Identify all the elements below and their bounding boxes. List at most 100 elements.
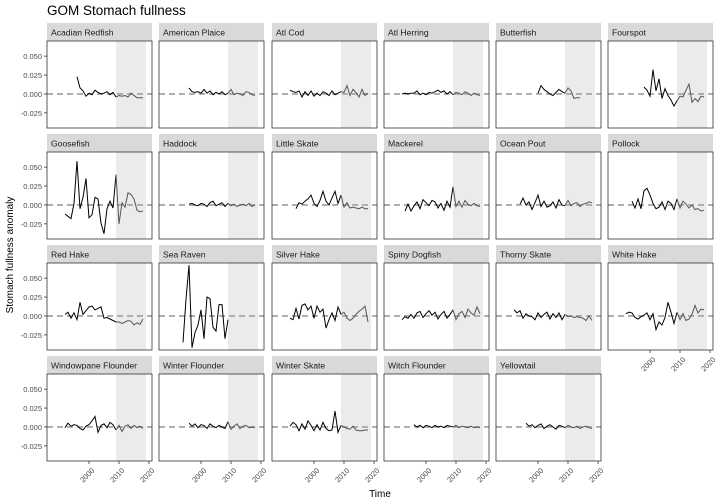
panel-title: Winter Flounder — [163, 361, 224, 371]
y-tick-label: 0.050 — [23, 385, 42, 394]
panel-border — [46, 40, 153, 129]
panel-ocean-pout: Ocean Pout — [495, 134, 602, 240]
x-tick-label: 2020 — [138, 466, 156, 484]
panel-title: Haddock — [163, 139, 198, 149]
panels-layer: Acadian Redfish -0.025 0.000 0.025 0.050 Amer… — [21, 23, 717, 484]
x-tick-label: 2010 — [445, 466, 463, 484]
x-tick-label: 2000 — [303, 466, 321, 484]
series-line-recent-american-plaice — [227, 88, 256, 97]
panel-strip — [384, 245, 489, 263]
recent-period-shade — [565, 41, 595, 128]
panel-yellowtail: Yellowtail 2000 2010 2020 — [495, 356, 605, 484]
recent-period-shade — [453, 263, 483, 350]
panel-strip — [272, 23, 377, 41]
series-line-recent-pollock — [676, 198, 705, 212]
recent-period-shade — [228, 41, 258, 128]
panel-winter-skate: Winter Skate 2000 2010 2020 — [271, 356, 381, 484]
panel-strip — [608, 245, 713, 263]
panel-title: Little Skate — [276, 139, 319, 149]
series-line-recent-mackerel — [452, 186, 481, 209]
panel-title: Acadian Redfish — [51, 28, 114, 38]
y-tick-label: 0.025 — [23, 71, 42, 80]
series-line-recent-goosefish — [115, 174, 144, 224]
series-line-red-hake — [64, 302, 117, 323]
panel-witch-flounder: Witch Flounder 2000 2010 2020 — [383, 356, 493, 484]
recent-period-shade — [453, 374, 483, 461]
series-line-recent-witch-flounder — [452, 424, 481, 429]
panel-title: Thorny Skate — [500, 250, 551, 260]
recent-period-shade — [677, 152, 707, 239]
recent-period-shade — [228, 152, 258, 239]
panel-atl-herring: Atl Herring — [383, 23, 490, 129]
panel-title: Winter Skate — [276, 361, 325, 371]
panel-mackerel: Mackerel — [383, 134, 490, 240]
recent-period-shade — [228, 374, 258, 461]
panel-acadian-redfish: Acadian Redfish -0.025 0.000 0.025 0.050 — [21, 23, 153, 129]
panel-title: Atl Cod — [276, 28, 304, 38]
panel-border — [607, 40, 714, 129]
panel-border — [495, 373, 602, 462]
series-line-recent-atl-herring — [452, 91, 481, 97]
series-line-yellowtail — [525, 422, 566, 430]
y-tick-label: 0.000 — [23, 90, 42, 99]
x-tick-label: 2020 — [587, 466, 605, 484]
x-tick-label: 2000 — [78, 466, 96, 484]
y-tick-label: 0.025 — [23, 293, 42, 302]
recent-period-shade — [565, 152, 595, 239]
y-tick-label: -0.025 — [21, 220, 42, 229]
series-line-recent-winter-flounder — [227, 421, 256, 431]
panel-fourspot: Fourspot — [607, 23, 714, 129]
series-line-pollock — [631, 187, 678, 211]
panel-strip — [384, 23, 489, 41]
series-line-sea-raven — [182, 265, 229, 348]
series-line-recent-winter-skate — [340, 424, 368, 432]
x-tick-label: 2020 — [699, 355, 717, 373]
panel-spiny-dogfish: Spiny Dogfish — [383, 245, 490, 351]
panel-title: Witch Flounder — [388, 361, 446, 371]
recent-period-shade — [116, 263, 146, 350]
panel-border — [271, 262, 378, 351]
series-line-recent-butterfish — [564, 87, 580, 100]
panel-sea-raven: Sea Raven — [158, 245, 265, 351]
panel-red-hake: Red Hake -0.025 0.000 0.025 0.050 — [21, 245, 153, 351]
panel-windowpane-flounder: Windowpane Flounder -0.025 0.000 0.025 0.050… — [21, 356, 156, 484]
recent-period-shade — [453, 152, 483, 239]
panel-strip — [496, 356, 601, 374]
x-tick-label: 2010 — [333, 466, 351, 484]
recent-period-shade — [341, 152, 371, 239]
series-line-butterfish — [537, 84, 566, 97]
panel-strip — [272, 134, 377, 152]
series-line-recent-acadian-redfish — [115, 92, 143, 99]
panel-title: Spiny Dogfish — [388, 250, 441, 260]
panel-title: White Hake — [612, 250, 657, 260]
panel-haddock: Haddock — [158, 134, 265, 240]
x-tick-label: 2010 — [557, 466, 575, 484]
x-tick-label: 2000 — [415, 466, 433, 484]
series-line-spiny-dogfish — [401, 309, 454, 321]
panel-border — [383, 151, 490, 240]
panel-border — [271, 151, 378, 240]
panel-border — [383, 373, 490, 462]
panel-title: Yellowtail — [500, 361, 536, 371]
panel-border — [158, 373, 265, 462]
panel-title: Sea Raven — [163, 250, 206, 260]
panel-border — [495, 151, 602, 240]
recent-period-shade — [677, 41, 707, 128]
x-tick-label: 2020 — [363, 466, 381, 484]
x-tick-label: 2000 — [527, 466, 545, 484]
panel-white-hake: White Hake 2000 2010 2020 — [607, 245, 717, 373]
panel-strip — [384, 134, 489, 152]
chart-title: GOM Stomach fullness — [47, 3, 186, 18]
panel-strip — [608, 134, 713, 152]
panel-strip — [496, 245, 601, 263]
y-tick-label: 0.050 — [23, 274, 42, 283]
panel-strip — [159, 245, 264, 263]
panel-american-plaice: American Plaice — [158, 23, 265, 129]
recent-period-shade — [116, 152, 146, 239]
panel-title: American Plaice — [163, 28, 225, 38]
x-tick-label: 2020 — [250, 466, 268, 484]
panel-border — [271, 40, 378, 129]
panel-strip — [47, 23, 152, 41]
x-tick-label: 2010 — [669, 355, 687, 373]
